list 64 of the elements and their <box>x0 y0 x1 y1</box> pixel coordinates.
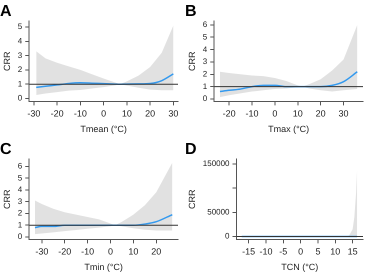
x-tick-label: 0 <box>298 246 304 256</box>
y-axis-title: CRR <box>186 188 197 209</box>
y-tick-label: 5 <box>18 172 23 182</box>
x-tick-label: -10 <box>81 246 94 256</box>
x-tick-label: 20 <box>151 246 162 256</box>
y-axis-title: CRR <box>2 51 12 72</box>
x-tick-label: 10 <box>128 246 138 256</box>
y-tick-label: 0 <box>18 232 23 241</box>
x-axis-title: TCN (°C) <box>281 262 318 272</box>
x-tick-label: 30 <box>168 108 178 118</box>
x-axis-title: Tmax (°C) <box>268 124 310 134</box>
y-tick-label: 6 <box>18 160 23 170</box>
y-tick-label: 2 <box>18 208 23 218</box>
y-tick-label: 1 <box>202 82 208 91</box>
x-tick-label: 10 <box>330 246 340 256</box>
x-tick-label: 10 <box>122 108 132 118</box>
y-tick-label: 6 <box>202 20 208 30</box>
y-tick-label: 5 <box>202 32 208 42</box>
y-tick-label: 3 <box>202 57 208 66</box>
x-tick-label: -10 <box>259 246 272 256</box>
y-tick-label: 1 <box>18 79 23 88</box>
chart-title: A <box>0 3 12 20</box>
y-tick-label: 2 <box>18 65 23 74</box>
line-series <box>219 71 358 92</box>
y-tick-label: 2 <box>202 69 208 78</box>
y-tick-label: 3 <box>18 196 23 206</box>
x-tick-label: 20 <box>145 108 156 118</box>
x-tick-label: 0 <box>108 246 113 256</box>
x-tick-label: -10 <box>74 108 87 118</box>
x-tick-label: 20 <box>316 108 326 118</box>
y-tick-label: 4 <box>18 184 23 194</box>
x-tick-label: -30 <box>35 246 48 256</box>
line-series <box>35 73 174 88</box>
y-axis-title: CRR <box>2 188 12 209</box>
x-tick-label: -15 <box>242 246 256 256</box>
y-tick-label: 0 <box>202 94 208 104</box>
x-tick-label: -20 <box>58 246 72 256</box>
y-tick-label: 1 <box>18 220 23 229</box>
y-tick-label: 0 <box>225 231 230 240</box>
x-tick-label: -20 <box>50 108 64 118</box>
x-tick-label: 0 <box>101 108 106 118</box>
y-tick-label: 150000 <box>202 158 230 168</box>
chart-title: C <box>0 140 12 158</box>
x-tick-label: -30 <box>27 108 40 118</box>
x-tick-label: 5 <box>315 246 320 256</box>
x-tick-label: -5 <box>279 246 288 256</box>
x-tick-label: 0 <box>272 108 278 118</box>
x-tick-label: 15 <box>348 246 358 256</box>
y-axis-title: CRR <box>186 51 197 72</box>
x-tick-label: -20 <box>222 108 236 118</box>
y-tick-label: 4 <box>18 36 23 46</box>
y-tick-label: 50000 <box>207 207 230 216</box>
y-tick-label: 3 <box>18 50 23 60</box>
y-tick-label: 5 <box>18 22 23 32</box>
x-axis-title: Tmean (°C) <box>80 124 127 134</box>
y-tick-label: 0 <box>18 94 23 103</box>
x-tick-label: 10 <box>292 108 303 118</box>
x-axis-title: Tmin (°C) <box>84 262 123 272</box>
x-tick-label: 30 <box>338 108 349 118</box>
x-tick-label: -10 <box>246 108 259 118</box>
y-tick-label: 4 <box>202 44 208 54</box>
chart-title: B <box>185 3 197 20</box>
line-series <box>34 213 174 228</box>
chart-title: D <box>185 140 197 158</box>
